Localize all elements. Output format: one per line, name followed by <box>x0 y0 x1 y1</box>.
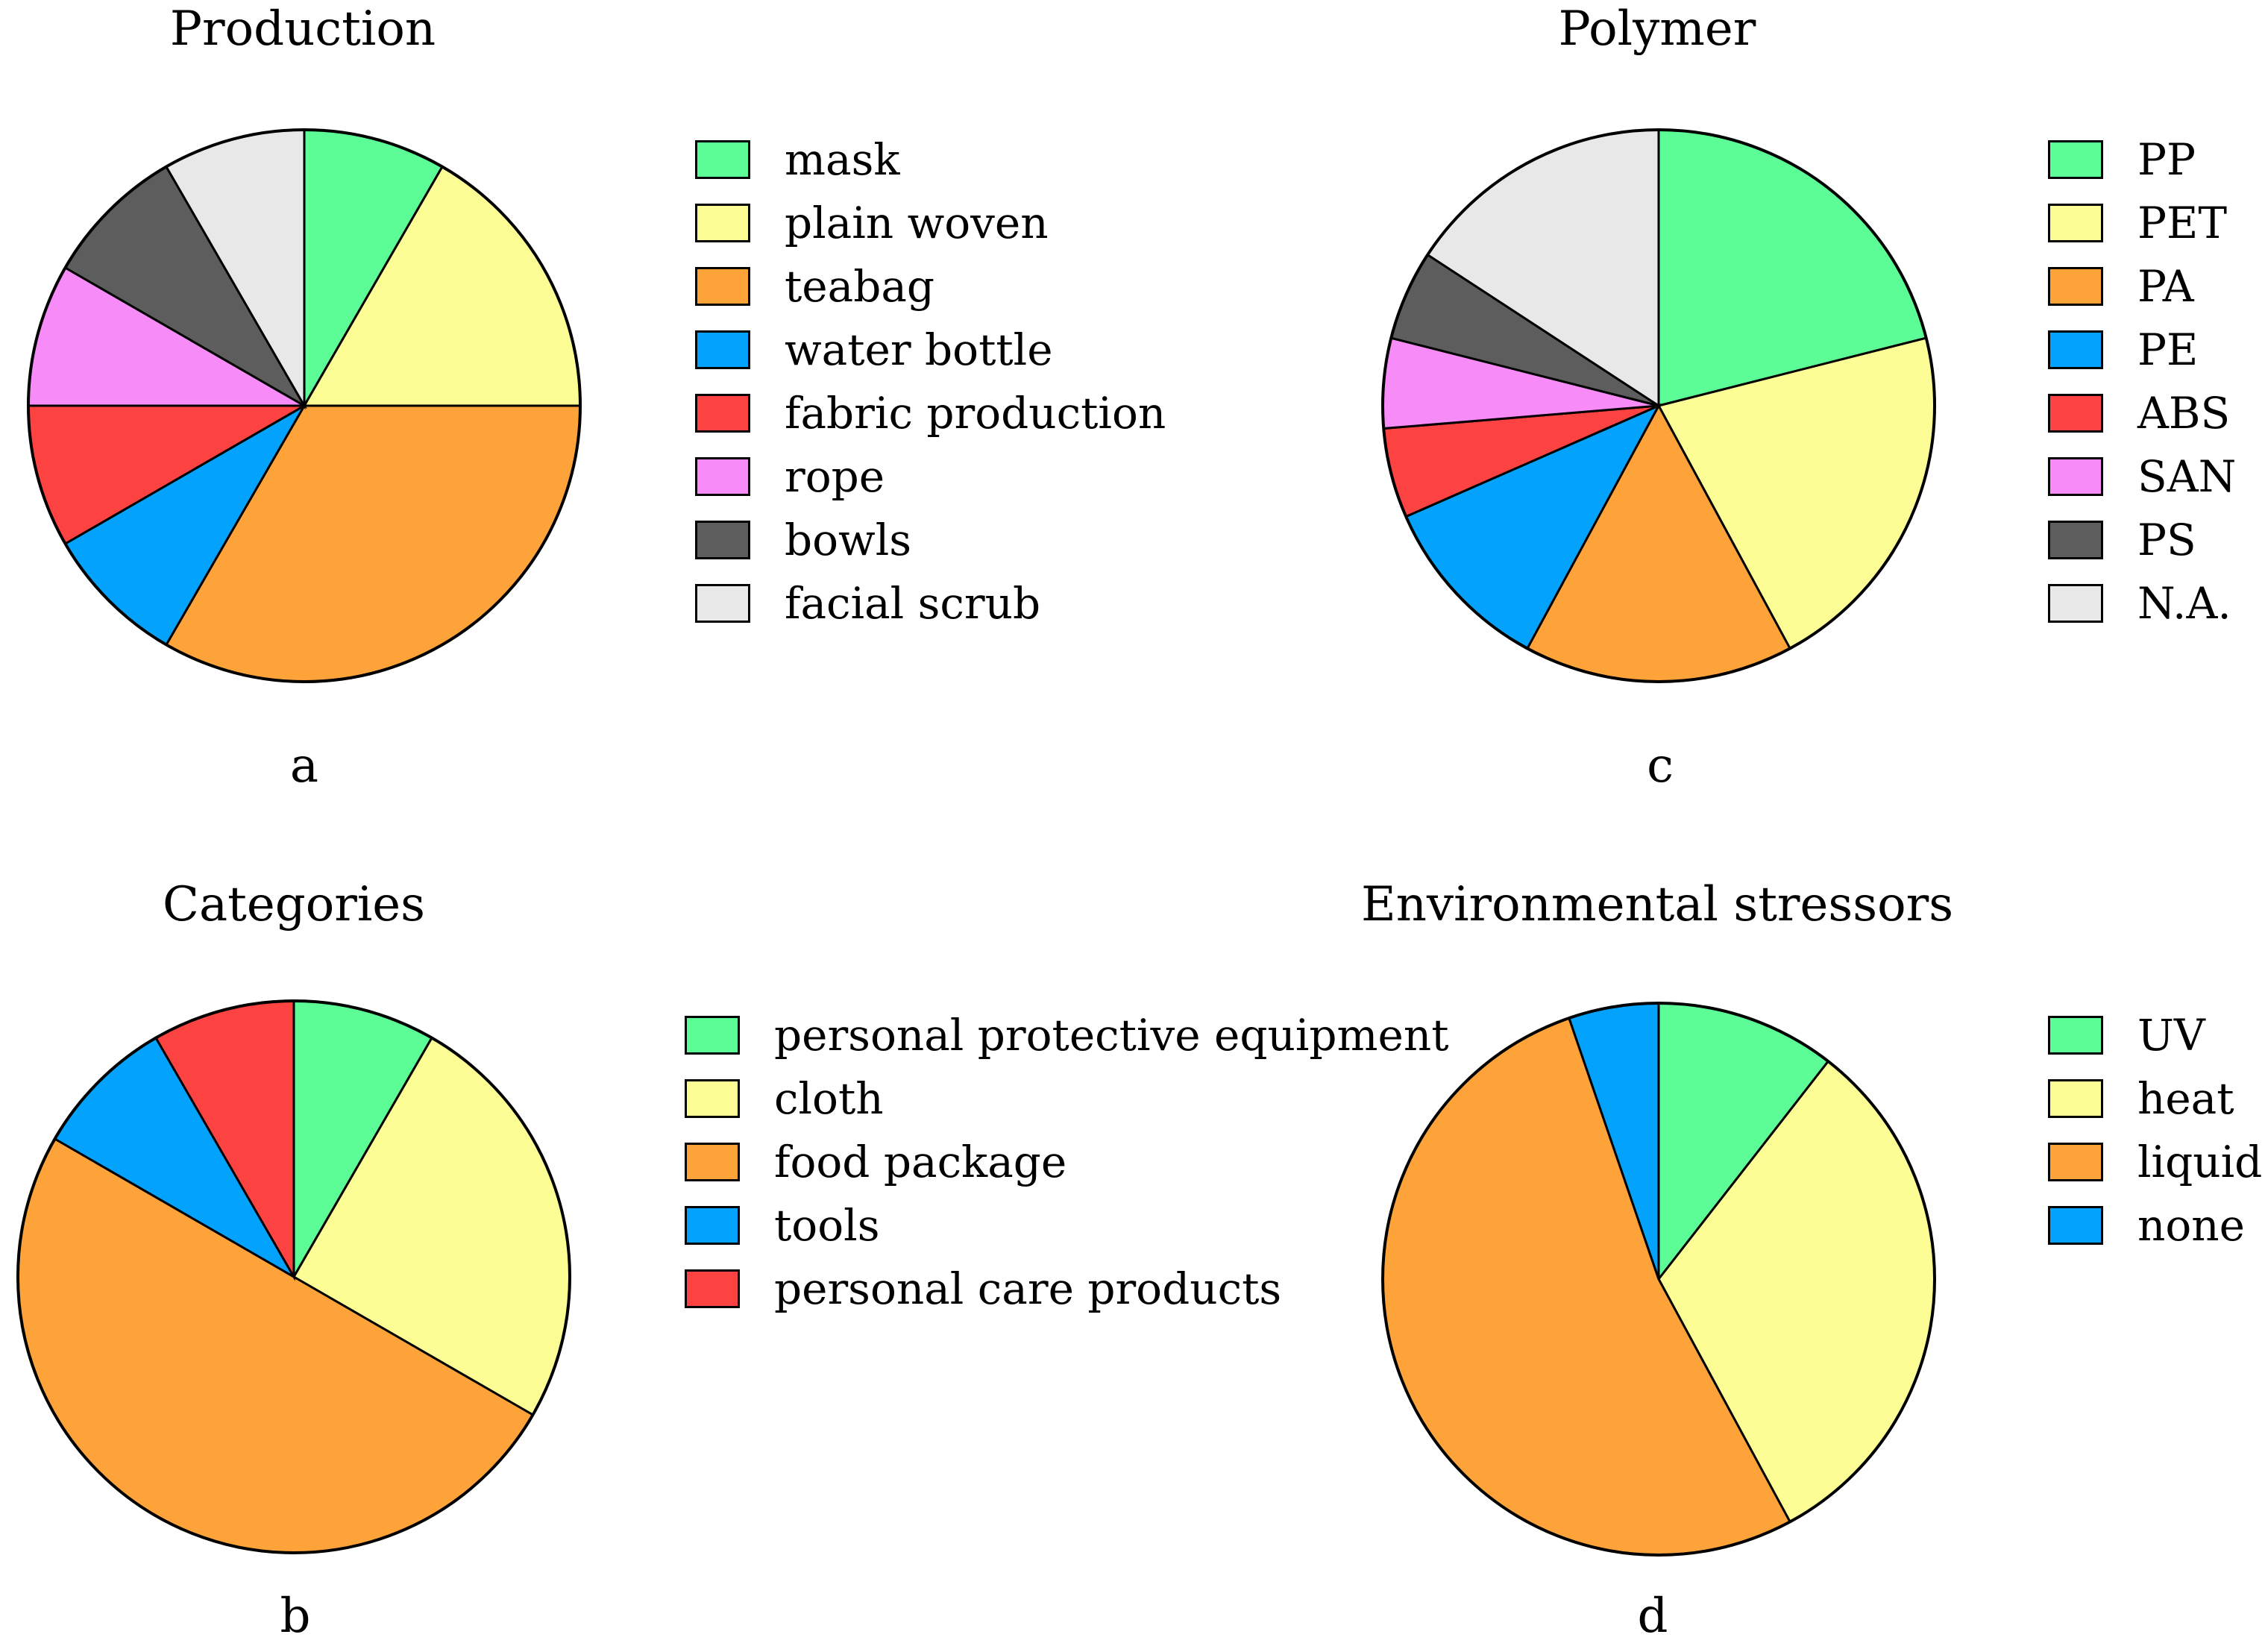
legend-label: water bottle <box>785 324 1053 375</box>
pie-chart-production <box>27 128 582 683</box>
legend-item-fabric-production: fabric production <box>695 388 1166 439</box>
legend-label: food package <box>774 1137 1067 1187</box>
legend-label: SAN <box>2137 451 2237 502</box>
legend-item-water-bottle: water bottle <box>695 324 1053 375</box>
legend-item-bowls: bowls <box>695 515 911 565</box>
pie-chart-categories <box>16 999 571 1554</box>
legend-item-teabag: teabag <box>695 261 934 312</box>
panel-label-d: d <box>1637 1589 1668 1644</box>
legend-swatch <box>695 204 750 242</box>
legend-item-pa: PA <box>2048 261 2194 312</box>
legend-swatch <box>695 584 750 623</box>
legend-item-pe: PE <box>2048 324 2198 375</box>
legend-item-n-a: N.A. <box>2048 578 2231 629</box>
legend-label: heat <box>2137 1073 2234 1124</box>
legend-label: fabric production <box>785 388 1166 439</box>
legend-label: PA <box>2137 261 2194 312</box>
legend-item-none: none <box>2048 1200 2245 1251</box>
legend-item-personal-protective-equipment: personal protective equipment <box>685 1010 1449 1061</box>
legend-label: N.A. <box>2137 578 2231 629</box>
chart-title-categories: Categories <box>163 877 425 932</box>
legend-swatch <box>695 140 750 179</box>
legend-swatch <box>2048 1016 2103 1055</box>
legend-swatch <box>685 1206 740 1245</box>
chart-title-polymer: Polymer <box>1558 1 1756 57</box>
panel-label-c: c <box>1647 738 1674 794</box>
legend-item-tools: tools <box>685 1200 879 1251</box>
legend-item-san: SAN <box>2048 451 2236 502</box>
legend-label: mask <box>785 134 900 185</box>
legend-swatch <box>2048 584 2103 623</box>
legend-swatch <box>2048 267 2103 306</box>
legend-item-pp: PP <box>2048 134 2196 185</box>
legend-label: cloth <box>774 1073 884 1124</box>
legend-swatch <box>2048 140 2103 179</box>
legend-item-heat: heat <box>2048 1073 2234 1124</box>
legend-swatch <box>695 267 750 306</box>
legend-item-abs: ABS <box>2048 388 2230 439</box>
legend-swatch <box>2048 394 2103 433</box>
legend-swatch <box>695 521 750 559</box>
pie-chart-environmental-stressors <box>1381 1002 1936 1557</box>
legend-item-pet: PET <box>2048 198 2227 248</box>
legend-label: facial scrub <box>785 578 1041 629</box>
legend-swatch <box>685 1016 740 1055</box>
legend-item-uv: UV <box>2048 1010 2205 1061</box>
pie-chart-polymer <box>1381 128 1936 683</box>
legend-swatch <box>2048 1206 2103 1245</box>
pie-outline <box>1381 1002 1936 1557</box>
legend-label: rope <box>785 451 885 502</box>
legend-label: UV <box>2137 1010 2205 1061</box>
chart-title-production: Production <box>169 1 436 57</box>
legend-swatch <box>2048 457 2103 496</box>
legend-swatch <box>685 1143 740 1181</box>
legend-swatch <box>2048 204 2103 242</box>
pie-outline <box>16 999 571 1554</box>
legend-swatch <box>685 1079 740 1118</box>
legend-swatch <box>695 330 750 369</box>
legend-label: PP <box>2137 134 2196 185</box>
legend-label: bowls <box>785 515 912 565</box>
legend-label: plain woven <box>785 198 1049 248</box>
legend-label: teabag <box>785 261 935 312</box>
legend-item-plain-woven: plain woven <box>695 198 1049 248</box>
legend-label: ABS <box>2137 388 2231 439</box>
pie-outline <box>27 128 582 683</box>
legend-label: tools <box>774 1200 880 1251</box>
legend-label: PE <box>2137 324 2199 375</box>
legend-swatch <box>2048 1079 2103 1118</box>
chart-title-environmental-stressors: Environmental stressors <box>1360 877 1954 932</box>
legend-item-mask: mask <box>695 134 900 185</box>
legend-item-ps: PS <box>2048 515 2196 565</box>
panel-label-a: a <box>289 738 319 794</box>
pie-outline <box>1381 128 1936 683</box>
legend-item-cloth: cloth <box>685 1073 884 1124</box>
legend-label: PS <box>2137 515 2196 565</box>
legend-item-facial-scrub: facial scrub <box>695 578 1040 629</box>
legend-label: none <box>2137 1200 2245 1251</box>
legend-label: PET <box>2137 198 2228 248</box>
legend-swatch <box>2048 330 2103 369</box>
legend-label: personal care products <box>774 1263 1282 1314</box>
legend-item-rope: rope <box>695 451 885 502</box>
legend-swatch <box>685 1269 740 1308</box>
legend-label: personal protective equipment <box>774 1010 1449 1061</box>
legend-swatch <box>2048 1143 2103 1181</box>
legend-swatch <box>2048 521 2103 559</box>
legend-label: liquid <box>2137 1137 2263 1187</box>
legend-item-personal-care-products: personal care products <box>685 1263 1281 1314</box>
legend-swatch <box>695 457 750 496</box>
legend-item-food-package: food package <box>685 1137 1066 1187</box>
legend-item-liquid: liquid <box>2048 1137 2262 1187</box>
panel-label-b: b <box>280 1589 311 1644</box>
legend-swatch <box>695 394 750 433</box>
